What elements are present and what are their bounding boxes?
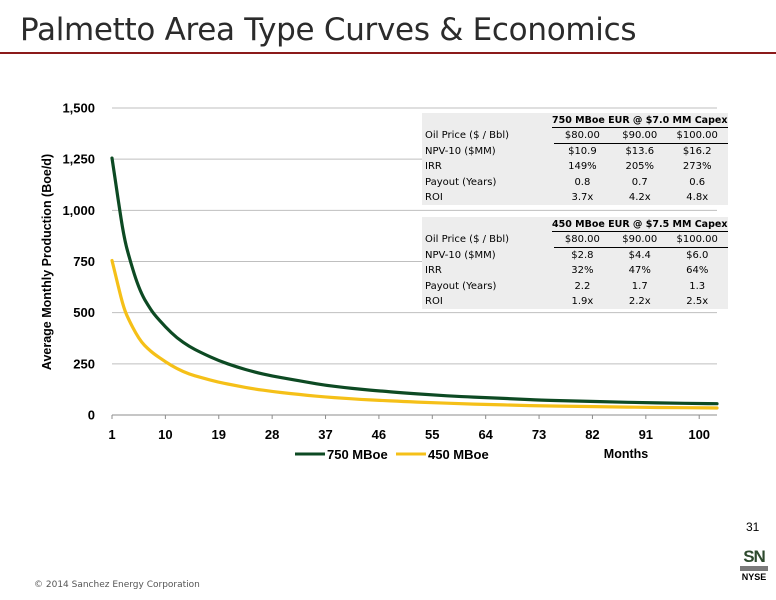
y-tick-label: 1,000 [62,203,95,218]
table-row: Payout (Years) 0.8 0.7 0.6 [422,175,728,190]
y-tick-label: 1,250 [62,152,95,167]
table-cell: 0.7 [631,176,648,188]
table-header-row: Oil Price ($ / Bbl) $80.00 $90.00 $100.0… [422,232,728,249]
economics-table-750: 750 MBoe EUR @ $7.0 MM Capex Oil Price (… [422,113,728,206]
x-tick-label: 100 [688,427,710,442]
table-cell: 1.9x [571,295,594,307]
table-row: NPV-10 ($MM) $2.8 $4.4 $6.0 [422,248,728,264]
table-cell: $100.00 [668,232,728,249]
table-cell: 1.3 [689,280,706,292]
y-tick-label: 750 [73,254,95,269]
legend-label-750: 750 MBoe [327,447,388,462]
table-cell: 4.2x [628,191,651,203]
table-cell: ROI [425,295,443,307]
table-title: 450 MBoe EUR @ $7.5 MM Capex [552,219,728,232]
economics-table-450: 450 MBoe EUR @ $7.5 MM Capex Oil Price (… [422,217,728,310]
table-row: IRR 149% 205% 273% [422,159,728,174]
x-tick-label: 73 [532,427,546,442]
table-cell: Payout (Years) [425,176,497,188]
logo-ticker: SN [743,547,766,566]
table-cell: 64% [686,265,709,277]
series-lines [110,156,719,410]
table-cell: Payout (Years) [425,280,497,292]
table-cell: $10.9 [568,146,597,158]
table-cell: 1.7 [631,280,648,292]
table-cell: IRR [425,161,442,173]
table-cell: 2.2x [628,295,651,307]
table-cell: $100.00 [668,128,728,145]
logo-exchange: NYSE [741,572,767,582]
x-tick-label: 91 [639,427,653,442]
series-line-450 [110,258,719,410]
legend-label-450: 450 MBoe [428,447,489,462]
table-cell: $2.8 [571,250,594,262]
table-cell: 2.2 [574,280,591,292]
x-tick-label: 19 [212,427,226,442]
table-cell: $90.00 [611,128,669,145]
table-cell: $4.4 [628,250,651,262]
page-number: 31 [746,520,760,534]
table-cell: 3.7x [571,191,594,203]
table-row: ROI 1.9x 2.2x 2.5x [422,294,728,309]
x-tick-label: 1 [108,427,115,442]
x-tick-label: 37 [318,427,332,442]
table-cell: $13.6 [625,146,655,158]
table-cell: 0.6 [689,176,706,188]
table-cell: NPV-10 ($MM) [425,249,496,261]
table-cell: 205% [625,161,655,173]
table-cell: 149% [568,161,597,173]
table-cell: Oil Price ($ / Bbl) [425,234,510,246]
y-axis-title: Average Monthly Production (Boe/d) [40,154,54,370]
x-tick-label: 10 [158,427,172,442]
slide-title: Palmetto Area Type Curves & Economics [20,12,637,48]
table-cell: $90.00 [611,232,669,249]
y-tick-label: 0 [88,408,95,423]
table-row: Payout (Years) 2.2 1.7 1.3 [422,279,728,294]
x-tick-label: 64 [478,427,493,442]
x-tick-label: 55 [425,427,439,442]
axes: 0 250 500 750 1,000 1,250 1,500 1 10 19 28 37 46 55 64… [62,101,710,443]
y-tick-label: 250 [73,356,95,371]
copyright-footer: © 2014 Sanchez Energy Corporation [34,580,200,590]
table-cell: IRR [425,265,442,277]
legend: 750 MBoe 450 MBoe [295,447,489,462]
company-logo: SN NYSE [738,548,770,582]
table-cell: $80.00 [553,128,612,145]
table-cell: 2.5x [686,295,709,307]
table-row: NPV-10 ($MM) $10.9 $13.6 $16.2 [422,144,728,160]
table-cell: NPV-10 ($MM) [425,145,496,157]
table-cell: Oil Price ($ / Bbl) [425,130,510,142]
table-cell: $80.00 [553,232,612,249]
table-cell: 273% [682,161,712,173]
gridlines [112,107,717,416]
x-tick-label: 82 [585,427,599,442]
x-axis-title: Months [604,447,648,461]
table-cell: 47% [628,265,651,277]
x-tick-label: 46 [372,427,386,442]
table-header-row: Oil Price ($ / Bbl) $80.00 $90.00 $100.0… [422,128,728,145]
y-tick-label: 1,500 [62,101,95,116]
series-line-750 [110,156,719,406]
table-cell: 32% [571,265,594,277]
table-cell: ROI [425,191,443,203]
table-cell: 4.8x [686,191,709,203]
title-divider [0,52,776,54]
table-cell: $6.0 [686,250,709,262]
table-cell: 0.8 [574,176,591,188]
logo-bar [740,566,768,571]
table-row: IRR 32% 47% 64% [422,263,728,278]
x-tick-label: 28 [265,427,279,442]
y-tick-label: 500 [73,305,95,320]
table-title: 750 MBoe EUR @ $7.0 MM Capex [552,115,728,128]
table-cell: $16.2 [682,146,712,158]
table-row: ROI 3.7x 4.2x 4.8x [422,190,728,205]
